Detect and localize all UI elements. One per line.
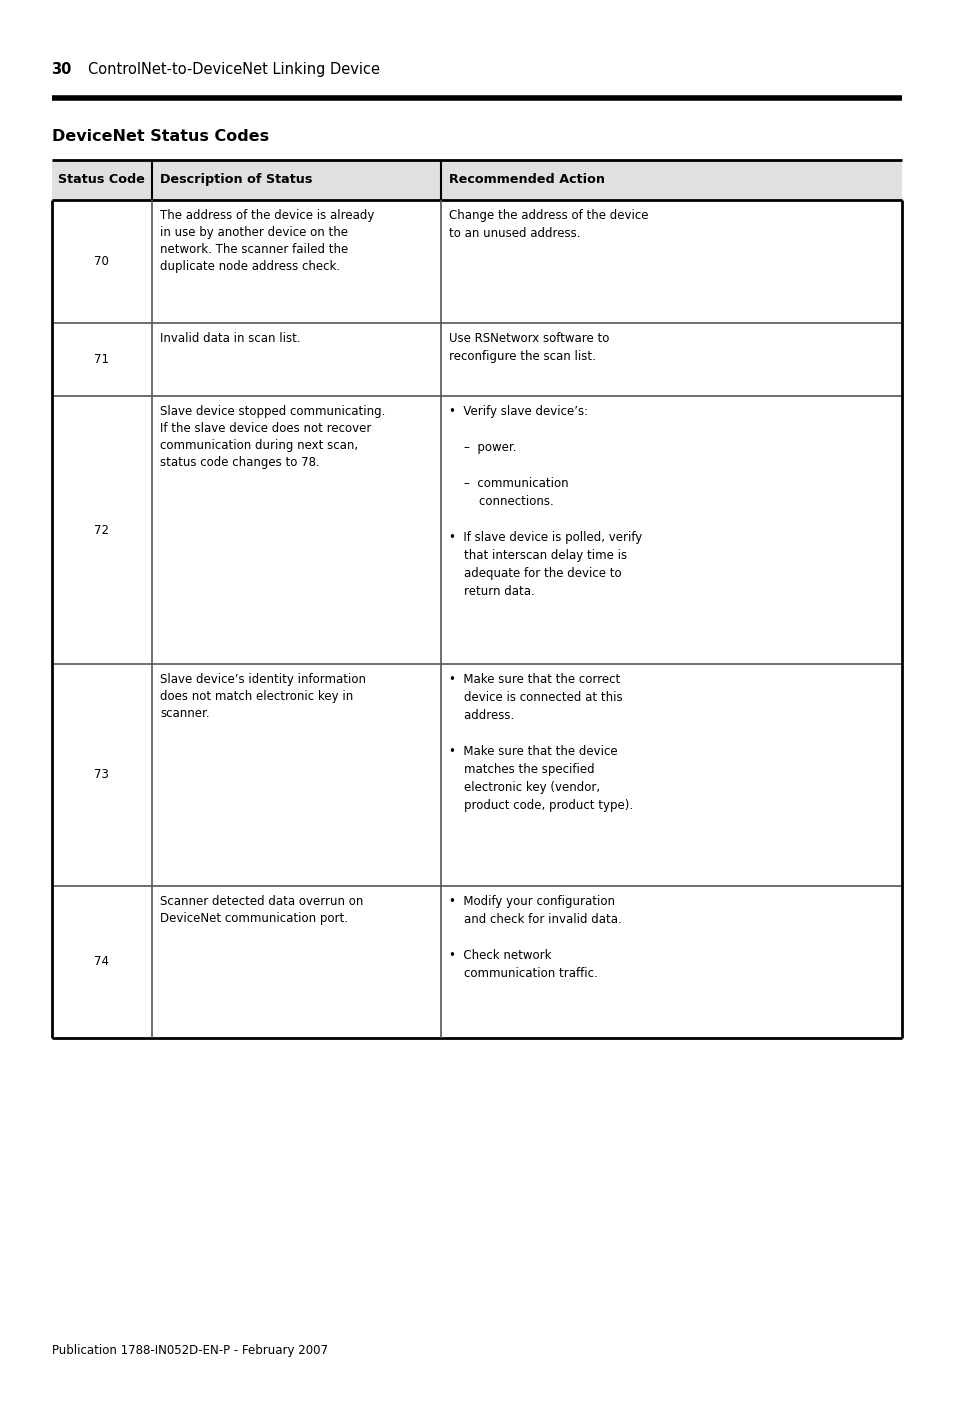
Text: 74: 74 [94,955,109,969]
Text: Slave device’s identity information
does not match electronic key in
scanner.: Slave device’s identity information does… [160,672,366,720]
Text: •  Verify slave device’s:

    –  power.

    –  communication
        connectio: • Verify slave device’s: – power. – comm… [449,405,641,599]
Text: Slave device stopped communicating.
If the slave device does not recover
communi: Slave device stopped communicating. If t… [160,405,385,470]
Text: •  Make sure that the correct
    device is connected at this
    address.

•  M: • Make sure that the correct device is c… [449,672,633,811]
Bar [51,160,902,200]
Text: Recommended Action: Recommended Action [449,173,604,187]
Text: Publication 1788-IN052D-EN-P - February 2007: Publication 1788-IN052D-EN-P - February … [51,1344,327,1357]
Text: Scanner detected data overrun on
DeviceNet communication port.: Scanner detected data overrun on DeviceN… [160,894,363,925]
Text: Description of Status: Description of Status [160,173,312,187]
Text: •  Modify your configuration
    and check for invalid data.

•  Check network
 : • Modify your configuration and check fo… [449,894,621,980]
Text: 30: 30 [51,62,71,77]
Text: Change the address of the device
to an unused address.: Change the address of the device to an u… [449,208,648,239]
Text: ControlNet-to-DeviceNet Linking Device: ControlNet-to-DeviceNet Linking Device [88,62,379,77]
Text: 73: 73 [94,768,109,782]
Text: The address of the device is already
in use by another device on the
network. Th: The address of the device is already in … [160,208,374,273]
Text: Use RSNetworx software to
reconfigure the scan list.: Use RSNetworx software to reconfigure th… [449,332,609,363]
Text: Status Code: Status Code [58,173,145,187]
Text: 70: 70 [94,254,109,269]
Text: 71: 71 [94,353,109,367]
Text: Invalid data in scan list.: Invalid data in scan list. [160,332,300,346]
Text: DeviceNet Status Codes: DeviceNet Status Codes [51,129,269,145]
Text: 72: 72 [94,523,109,537]
